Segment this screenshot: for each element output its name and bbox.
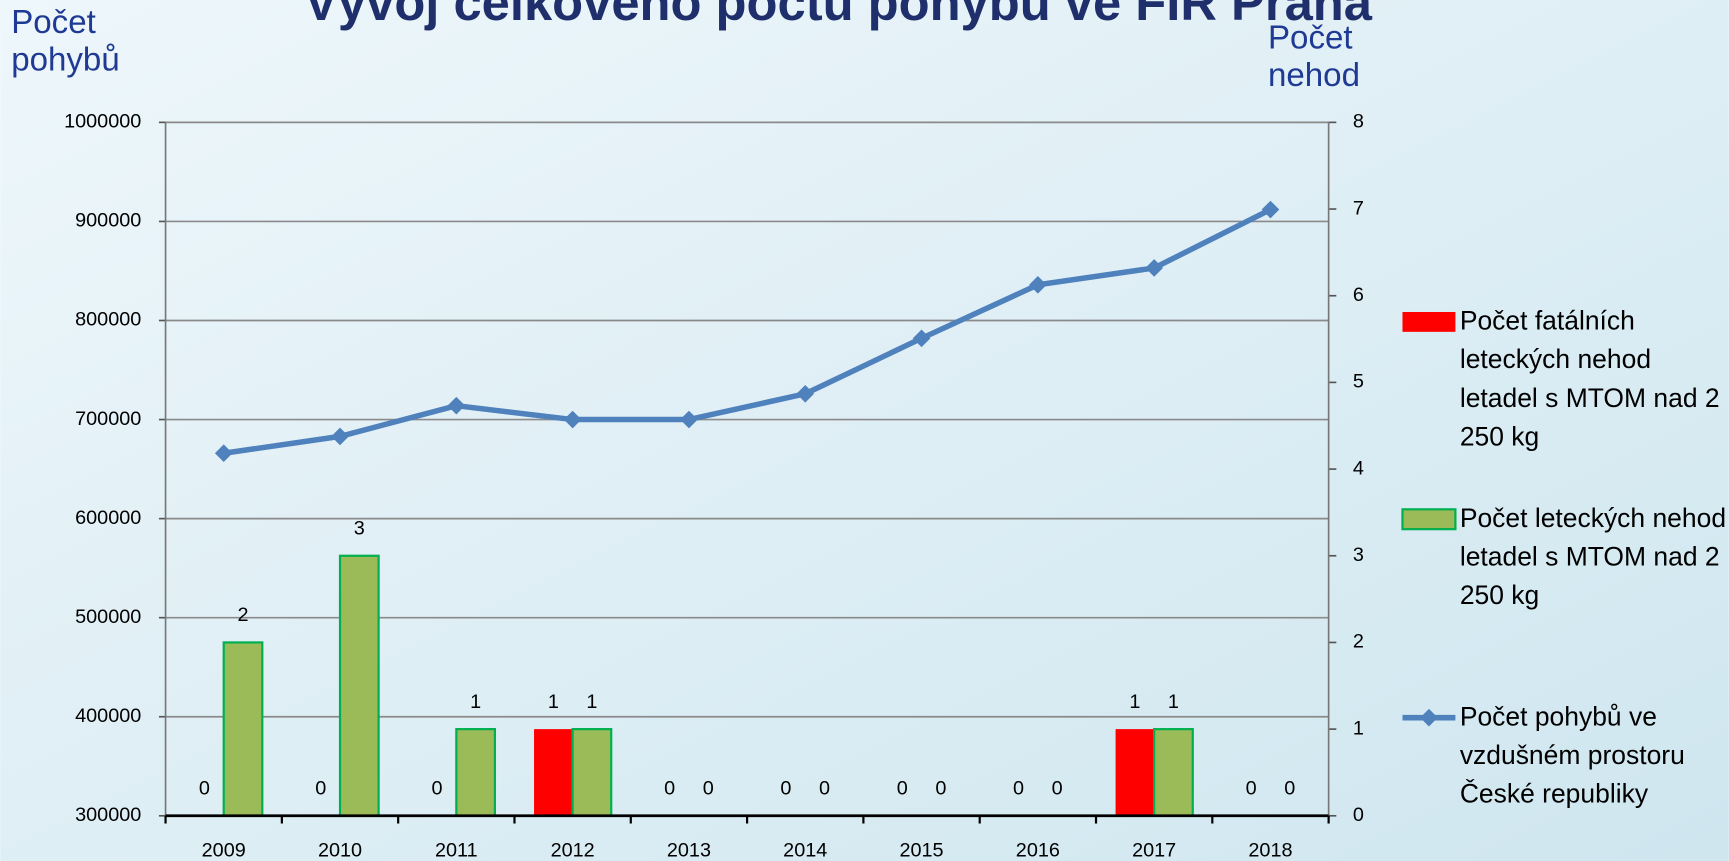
x-tick-label: 2015 [899,839,943,861]
marker [331,427,349,446]
data-label: 1 [1168,691,1179,713]
x-tick-label: 2018 [1248,839,1292,861]
legend-entry: Počet pohybů ve vzdušném prostoru České … [1459,702,1685,810]
data-label: 0 [315,778,326,800]
chart-title: Vývoj celkového počtu pohybů ve FIR Prah… [304,0,1373,31]
legend-marker [1420,708,1438,727]
marker [912,329,931,348]
y2-axis-title: Počet nehod [1267,19,1360,94]
marker [796,384,815,403]
marker [447,396,466,415]
x-tick-label: 2017 [1132,839,1176,861]
bar [455,728,497,817]
data-label: 0 [1052,778,1063,800]
data-label: 0 [897,778,908,800]
y2-tick-label: 5 [1353,371,1364,393]
y-tick-label: 500000 [75,606,141,628]
y2-tick-label: 1 [1353,717,1364,739]
y2-tick-label: 7 [1353,197,1364,219]
data-label: 1 [470,691,481,713]
y-tick-label: 400000 [75,705,141,727]
x-tick-label: 2016 [1016,839,1060,861]
line [223,207,1272,456]
y2-tick-label: 2 [1353,631,1364,653]
legend-label: Počet leteckých nehod letadel s MTOM nad… [1459,503,1727,611]
y2-tick-label: 3 [1353,544,1364,566]
data-label: 0 [935,778,946,800]
data-label: 0 [664,778,675,800]
data-label: 0 [1284,778,1295,800]
y-tick-label: 600000 [75,507,141,529]
x-tick-label: 2010 [318,839,362,861]
y-axis-title-box: Počet pohybů [11,4,120,79]
y-tick-label: 300000 [75,804,141,826]
bar [534,729,573,816]
legend-swatch [1402,311,1456,332]
data-label: 0 [1013,778,1024,800]
x-tick-label: 2009 [202,839,246,861]
bar [338,554,380,817]
data-label: 0 [819,778,830,800]
data-label: 1 [548,691,559,713]
data-label: 1 [586,691,597,713]
y2-tick-label: 0 [1353,804,1364,826]
data-label: 0 [432,778,443,800]
y2-tick-label: 8 [1353,111,1364,133]
y-tick-label: 1000000 [64,111,141,133]
x-tick-label: 2012 [551,839,595,861]
y2-tick-label: 6 [1353,284,1364,306]
bar [571,728,613,817]
legend-entry: Počet leteckých nehod letadel s MTOM nad… [1459,503,1727,611]
y-tick-label: 700000 [75,408,141,430]
y2-tick-label: 4 [1353,457,1364,479]
y2-axis-title-box: Počet nehod [1267,19,1360,94]
bar [222,641,264,817]
legend-label: Počet fatálních leteckých nehod letadel … [1459,306,1720,452]
legend-entry: Počet fatálních leteckých nehod letadel … [1459,306,1720,452]
bar [1153,728,1194,817]
legend-swatch [1401,508,1457,531]
bar [1115,729,1155,816]
data-label: 0 [199,778,210,800]
x-tick-label: 2011 [435,839,478,861]
data-label: 3 [354,518,365,540]
x-tick-label: 2013 [667,839,711,861]
data-label: 0 [780,778,791,800]
data-label: 0 [1246,778,1257,800]
data-label: 1 [1129,691,1140,713]
y-tick-label: 800000 [75,309,141,331]
data-label: 0 [703,778,714,800]
legend-label: Počet pohybů ve vzdušném prostoru České … [1459,702,1685,810]
data-label: 2 [237,604,248,626]
x-tick-label: 2014 [783,839,827,861]
y-axis-title: Počet pohybů [11,4,120,79]
y-tick-label: 900000 [75,210,141,232]
marker [214,444,233,463]
